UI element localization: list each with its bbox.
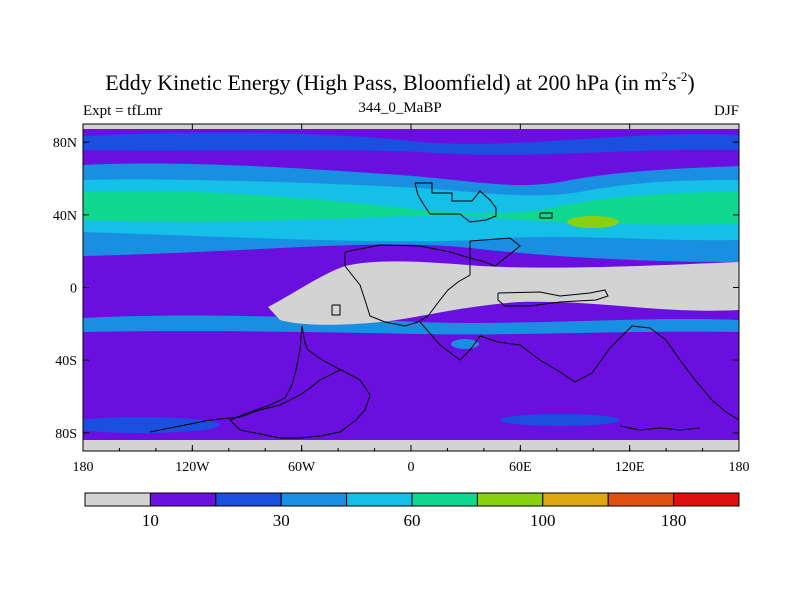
- x-tick-label: 60E: [509, 460, 532, 475]
- coast-island-2: [331, 304, 341, 316]
- experiment-label: Expt = tfLmr: [83, 103, 163, 119]
- coast-south-america: [229, 325, 371, 439]
- colorbar-box: [84, 492, 151, 507]
- season-label: DJF: [713, 103, 739, 119]
- colorbar-label: 100: [530, 511, 556, 530]
- coast-arabia: [469, 237, 521, 267]
- band-class-2: [83, 132, 739, 155]
- x-tick-label: 120E: [615, 460, 645, 475]
- coast-island: [539, 212, 553, 219]
- x-tick-label: 180: [729, 460, 750, 475]
- band-class-3-south: [83, 315, 739, 335]
- y-tick-label: 80N: [53, 136, 77, 151]
- colorbar-box: [411, 492, 478, 507]
- jet-max-class-6: [567, 216, 619, 228]
- colorbar-box: [476, 492, 544, 507]
- x-tick-label: 60W: [288, 460, 316, 475]
- colorbar-box: [673, 492, 740, 507]
- colorbar-box: [149, 492, 217, 507]
- band-class-5: [83, 190, 739, 225]
- x-tick-label: 120W: [175, 460, 210, 475]
- colorbar-box: [346, 492, 413, 507]
- colorbar-box: [542, 492, 609, 507]
- y-tick-label: 40N: [53, 209, 77, 224]
- y-tick-label: 0: [70, 282, 77, 297]
- coast-antarctica: [619, 425, 701, 431]
- run-id-label: 344_0_MaBP: [358, 100, 442, 116]
- ekel-field: [83, 124, 739, 451]
- coast-antarctic-peninsula: [149, 369, 341, 433]
- patch-class-2-sw: [83, 417, 220, 433]
- coast-north-america: [414, 182, 497, 223]
- x-tick-label: 180: [73, 460, 94, 475]
- colorbar-label: 10: [142, 511, 159, 530]
- patch-class-2-se: [500, 414, 620, 426]
- coast-south-asia: [497, 289, 609, 307]
- coastlines: [149, 182, 739, 439]
- colorbar-label: 30: [273, 511, 290, 530]
- colorbar-box: [607, 492, 675, 507]
- colorbar-box: [215, 492, 282, 507]
- colorbar-box: [280, 492, 348, 507]
- coast-africa: [344, 244, 471, 327]
- chart-title: Eddy Kinetic Energy (High Pass, Bloomfie…: [105, 69, 695, 95]
- y-tick-label: 40S: [55, 354, 77, 369]
- colorbar-label: 180: [661, 511, 687, 530]
- y-tick-label: 80S: [55, 427, 77, 442]
- x-tick-label: 0: [408, 460, 415, 475]
- axes: 180 120W 60W 0 60E 120E 180 80N 40N 0 40S 80S: [53, 124, 750, 475]
- colorbar: 10 30 60 100 180: [84, 492, 740, 530]
- colorbar-label: 60: [404, 511, 421, 530]
- coast-australia: [419, 321, 739, 421]
